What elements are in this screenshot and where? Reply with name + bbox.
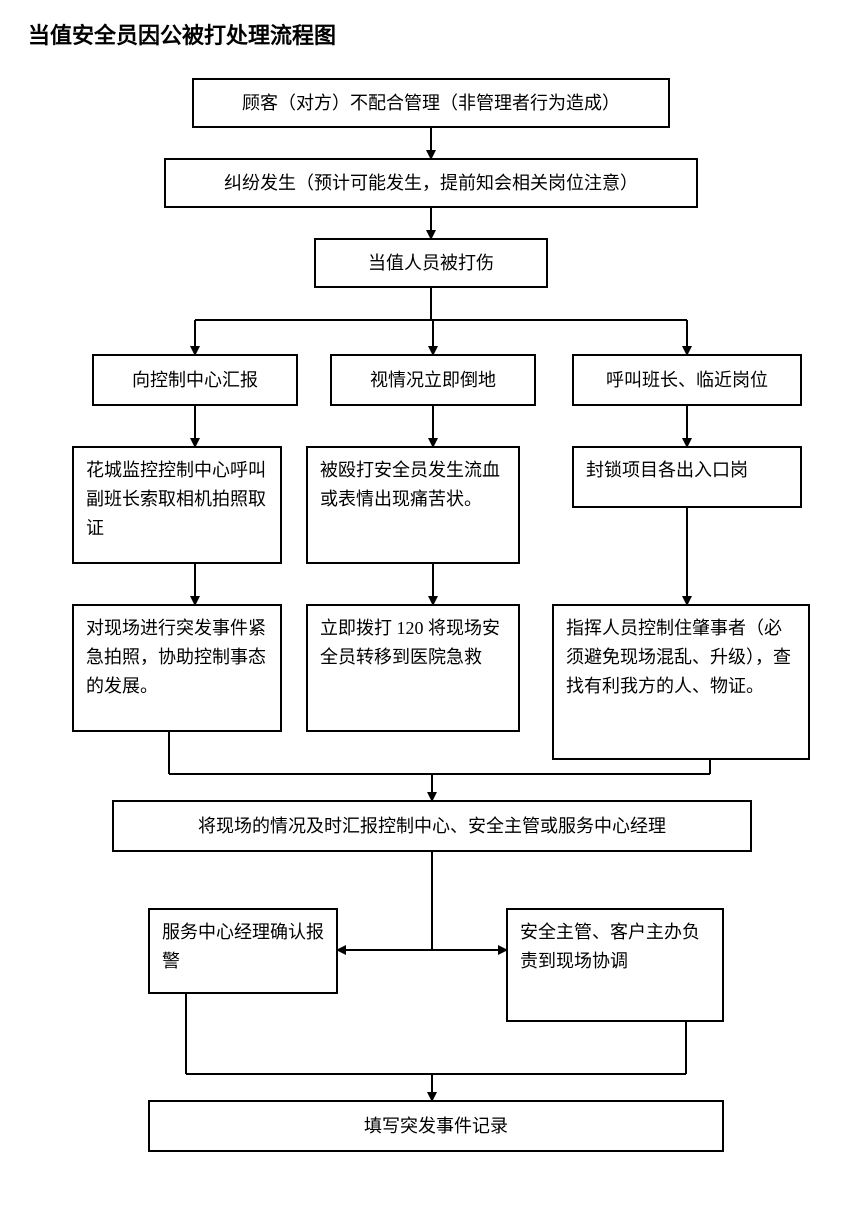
flow-node-n16: 填写突发事件记录 [148, 1100, 724, 1152]
flow-node-n10: 对现场进行突发事件紧急拍照，协助控制事态的发展。 [72, 604, 282, 732]
flow-node-n6: 呼叫班长、临近岗位 [572, 354, 802, 406]
flow-node-n2: 纠纷发生（预计可能发生，提前知会相关岗位注意） [164, 158, 698, 208]
flow-node-n11: 立即拨打 120 将现场安全员转移到医院急救 [306, 604, 520, 732]
flow-node-n14: 服务中心经理确认报警 [148, 908, 338, 994]
flow-node-n13: 将现场的情况及时汇报控制中心、安全主管或服务中心经理 [112, 800, 752, 852]
flow-node-n1: 顾客（对方）不配合管理（非管理者行为造成） [192, 78, 670, 128]
flow-node-n8: 被殴打安全员发生流血或表情出现痛苦状。 [306, 446, 520, 564]
flow-node-n3: 当值人员被打伤 [314, 238, 548, 288]
flow-node-n12: 指挥人员控制住肇事者（必须避免现场混乱、升级），查找有利我方的人、物证。 [552, 604, 810, 760]
flow-node-n9: 封锁项目各出入口岗 [572, 446, 802, 508]
page-title: 当值安全员因公被打处理流程图 [28, 18, 336, 50]
flow-node-n4: 向控制中心汇报 [92, 354, 298, 406]
flow-node-n7: 花城监控控制中心呼叫副班长索取相机拍照取证 [72, 446, 282, 564]
flow-node-n5: 视情况立即倒地 [330, 354, 536, 406]
flow-node-n15: 安全主管、客户主办负责到现场协调 [506, 908, 724, 1022]
